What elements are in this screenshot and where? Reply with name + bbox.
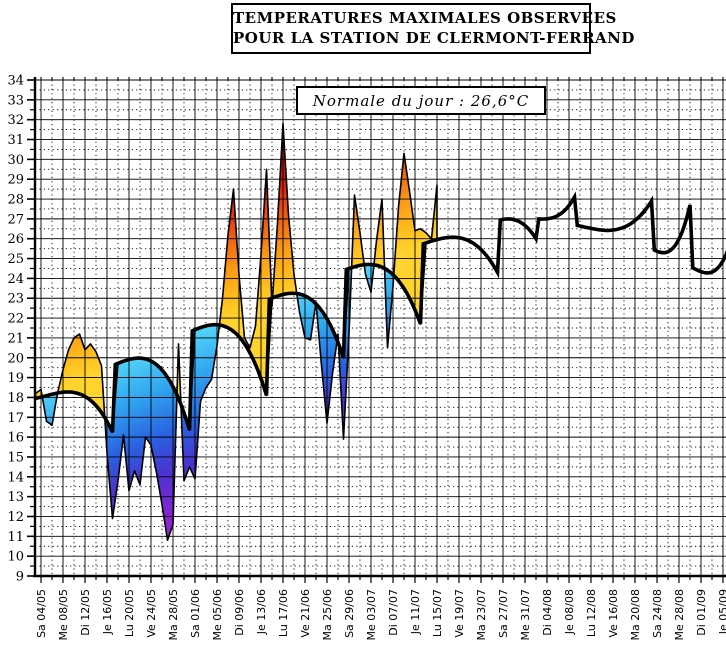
chart-title-line2: POUR LA STATION DE CLERMONT-FERRAND bbox=[233, 29, 635, 47]
x-tick-label: Di 07/07 bbox=[387, 589, 400, 636]
y-tick-label: 26 bbox=[7, 232, 24, 247]
x-tick-label: Je 16/05 bbox=[101, 589, 114, 635]
x-tick-label: Sa 29/06 bbox=[343, 589, 356, 638]
y-tick-label: 18 bbox=[7, 391, 24, 406]
x-tick-label: Sa 27/07 bbox=[497, 589, 510, 638]
y-tick-label: 33 bbox=[7, 93, 24, 108]
x-tick-label: Me 03/07 bbox=[365, 589, 378, 640]
x-tick-label: Sa 01/06 bbox=[189, 589, 202, 638]
y-tick-label: 34 bbox=[7, 74, 24, 89]
x-tick-label: Je 11/07 bbox=[409, 589, 422, 635]
x-tick-label: Ve 21/06 bbox=[299, 589, 312, 638]
y-tick-label: 28 bbox=[7, 193, 24, 208]
y-tick-label: 31 bbox=[7, 133, 24, 148]
x-tick-label: Di 04/08 bbox=[541, 589, 554, 636]
y-tick-label: 12 bbox=[7, 510, 24, 525]
top-ticks bbox=[40, 77, 724, 80]
x-tick-label: Di 01/09 bbox=[695, 589, 708, 636]
y-tick-label: 32 bbox=[7, 113, 24, 128]
y-tick-label: 19 bbox=[7, 371, 24, 386]
y-tick-label: 13 bbox=[7, 490, 24, 505]
x-tick-label: Je 08/08 bbox=[563, 589, 576, 635]
y-tick-label: 9 bbox=[16, 570, 24, 585]
y-tick-label: 22 bbox=[7, 312, 24, 327]
x-tick-label: Ma 23/07 bbox=[475, 589, 488, 640]
x-tick-label: Me 28/08 bbox=[673, 589, 686, 640]
y-tick-label: 11 bbox=[7, 530, 24, 545]
y-tick-label: 27 bbox=[7, 212, 24, 227]
x-tick-label: Lu 12/08 bbox=[585, 589, 598, 637]
y-tick-label: 20 bbox=[7, 351, 24, 366]
x-tick-label: Ma 25/06 bbox=[321, 589, 334, 640]
x-tick-label: Lu 17/06 bbox=[277, 589, 290, 637]
axes bbox=[33, 77, 726, 578]
y-tick-label: 29 bbox=[7, 173, 24, 188]
y-tick-label: 24 bbox=[7, 272, 24, 287]
x-axis: Sa 04/05 Me 08/05 Di 12/05 Je 16/05 Lu 20/05… bbox=[35, 576, 726, 640]
y-tick-label: 14 bbox=[7, 470, 24, 485]
x-tick-label: Me 05/06 bbox=[211, 589, 224, 640]
x-tick-label: Ve 19/07 bbox=[453, 589, 466, 638]
x-tick-label: Ve 16/08 bbox=[607, 589, 620, 638]
x-tick-label: Di 12/05 bbox=[79, 589, 92, 636]
chart-title-line1: TEMPERATURES MAXIMALES OBSERVEES bbox=[233, 9, 617, 27]
y-tick-label: 15 bbox=[7, 450, 24, 465]
y-tick-label: 23 bbox=[7, 292, 24, 307]
x-tick-label: Je 05/09 bbox=[717, 589, 726, 635]
y-tick-label: 25 bbox=[7, 252, 24, 267]
x-tick-label: Di 09/06 bbox=[233, 589, 246, 636]
y-tick-label: 16 bbox=[7, 431, 24, 446]
x-tick-label: Ma 28/05 bbox=[167, 589, 180, 640]
normale-annotation-text: Normale du jour : 26,6°C bbox=[312, 92, 530, 110]
y-tick-label: 10 bbox=[7, 550, 24, 565]
x-tick-label: Sa 04/05 bbox=[35, 589, 48, 638]
x-tick-label: Me 31/07 bbox=[519, 589, 532, 640]
x-tick-label: Lu 15/07 bbox=[431, 589, 444, 637]
major-grid bbox=[35, 79, 726, 577]
y-tick-label: 30 bbox=[7, 153, 24, 168]
chart-title: TEMPERATURES MAXIMALES OBSERVEES POUR LA… bbox=[231, 3, 635, 54]
x-tick-label: Je 13/06 bbox=[255, 589, 268, 635]
x-tick-label: Ma 20/08 bbox=[629, 589, 642, 640]
y-tick-label: 21 bbox=[7, 331, 24, 346]
minor-grid bbox=[35, 80, 726, 576]
x-tick-label: Sa 24/08 bbox=[651, 589, 664, 638]
x-tick-label: Lu 20/05 bbox=[123, 589, 136, 637]
normal-curve bbox=[33, 191, 726, 433]
y-tick-label: 17 bbox=[7, 411, 24, 426]
y-axis: 34 33 32 31 30 29 28 27 26 25 24 23 22 21 20 19 18 17 16 15… bbox=[7, 74, 35, 585]
x-tick-label: Ve 24/05 bbox=[145, 589, 158, 638]
x-tick-label: Me 08/05 bbox=[57, 589, 70, 640]
normale-annotation: Normale du jour : 26,6°C bbox=[296, 86, 546, 115]
